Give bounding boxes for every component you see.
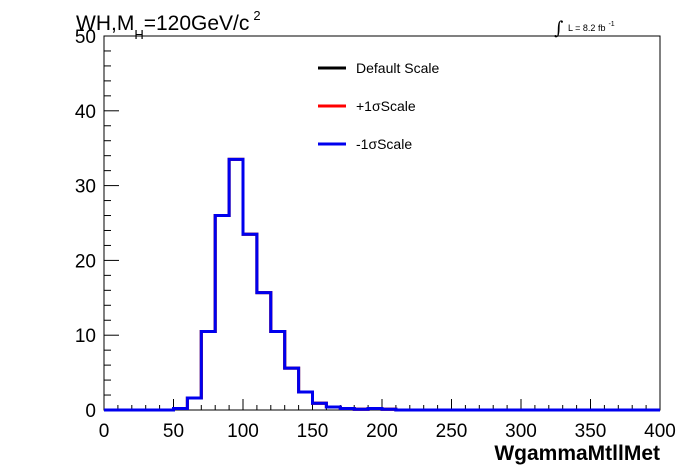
x-axis-label: WgammaMtllMet <box>494 442 660 465</box>
x-tick-label: 100 <box>227 421 259 442</box>
y-tick-label: 30 <box>75 177 96 198</box>
y-tick-label: 10 <box>75 326 96 347</box>
y-tick-label: 0 <box>85 401 96 422</box>
plot-frame <box>103 35 661 411</box>
series-layer <box>104 157 660 412</box>
legend-label: -1σScale <box>356 136 412 152</box>
luminosity-integral-icon: ∫ <box>554 18 564 39</box>
series-line-2 <box>104 157 660 412</box>
x-tick-label: 200 <box>366 421 398 442</box>
x-tick-label: 350 <box>575 421 607 442</box>
y-tick-label: 40 <box>75 102 96 123</box>
x-tick-label: 250 <box>436 421 468 442</box>
luminosity-value: L = 8.2 fb <box>568 23 605 33</box>
luminosity-superscript: -1 <box>608 21 614 28</box>
legend: Default Scale +1σScale -1σScale <box>318 60 439 152</box>
legend-label: +1σScale <box>356 98 416 114</box>
x-tick-label: 400 <box>644 421 676 442</box>
luminosity-label: L = 8.2 fb -1 <box>568 21 615 33</box>
title-main: WH,M <box>76 12 134 35</box>
title-rest: =120GeV/c <box>144 12 250 35</box>
x-tick-label: 0 <box>99 421 110 442</box>
title-superscript: 2 <box>253 8 260 23</box>
y-tick-label: 20 <box>75 251 96 272</box>
x-tick-label: 150 <box>297 421 329 442</box>
y-tick-label: 50 <box>75 27 96 48</box>
series-line-1 <box>104 157 660 412</box>
series-line-3 <box>104 157 660 412</box>
x-tick-label: 50 <box>163 421 184 442</box>
title-subscript: H <box>134 27 143 42</box>
chart-title: WH,MH=120GeV/c 2 <box>76 8 261 42</box>
x-tick-label: 300 <box>505 421 537 442</box>
legend-label: Default Scale <box>356 60 439 76</box>
axes: 0 50 100 150 200 250 300 350 400 0 10 20 30 40 50 <box>75 27 676 442</box>
